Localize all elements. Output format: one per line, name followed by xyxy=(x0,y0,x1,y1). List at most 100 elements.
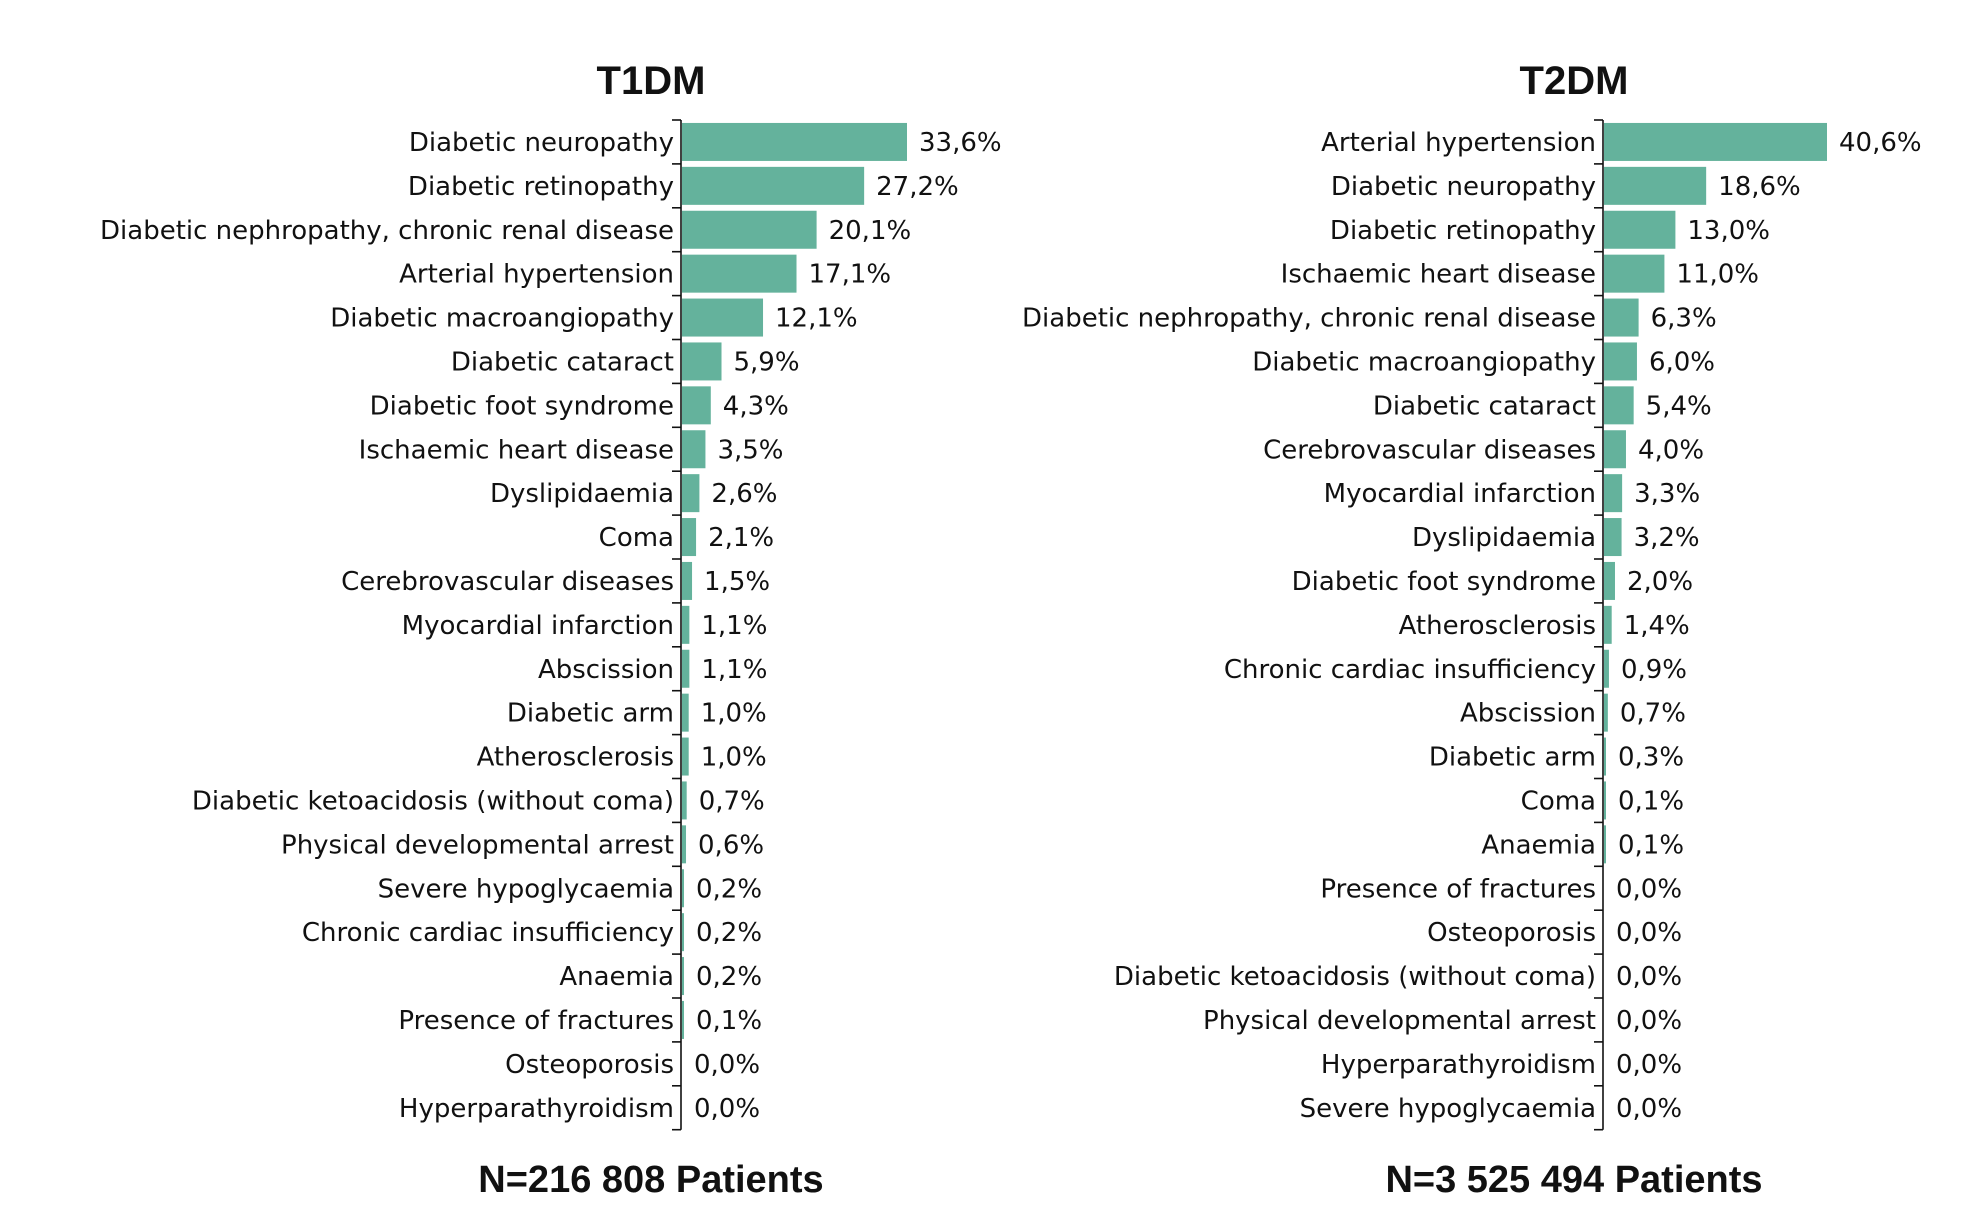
t2dm-bar xyxy=(1604,518,1622,557)
t2dm-value-label: 13,0% xyxy=(1687,216,1770,246)
t1dm-value-label: 27,2% xyxy=(876,172,959,202)
t1dm-bar xyxy=(682,386,711,425)
t1dm-category-label: Severe hypoglycaemia xyxy=(378,874,674,904)
t2dm-value-label: 0,0% xyxy=(1616,1094,1682,1124)
t2dm-category-label: Diabetic cataract xyxy=(1373,391,1596,421)
t1dm-category-label: Anaemia xyxy=(559,962,674,992)
t1dm-bar xyxy=(682,781,687,820)
t1dm-value-label: 1,5% xyxy=(704,567,770,597)
t1dm-category-label: Chronic cardiac insufficiency xyxy=(302,918,674,948)
t2dm-category-label: Atherosclerosis xyxy=(1399,611,1596,641)
t2dm-value-label: 0,0% xyxy=(1616,1006,1682,1036)
t1dm-value-label: 4,3% xyxy=(723,391,789,421)
t1dm-title: T1DM xyxy=(597,59,706,103)
t1dm-value-label: 0,6% xyxy=(698,830,764,860)
t1dm-category-label: Diabetic ketoacidosis (without coma) xyxy=(192,786,674,816)
t1dm-category-label: Diabetic macroangiopathy xyxy=(330,304,674,334)
t1dm-value-label: 0,0% xyxy=(694,1094,760,1124)
t2dm-value-label: 0,7% xyxy=(1620,699,1686,729)
t2dm-value-label: 4,0% xyxy=(1638,435,1704,465)
t2dm-category-label: Ischaemic heart disease xyxy=(1281,260,1596,290)
t2dm-value-label: 3,3% xyxy=(1634,479,1700,509)
t1dm-value-label: 20,1% xyxy=(829,216,912,246)
t2dm-value-label: 40,6% xyxy=(1839,128,1922,158)
t2dm-bar xyxy=(1604,386,1634,425)
t1dm-value-label: 0,7% xyxy=(699,786,765,816)
t1dm-value-label: 12,1% xyxy=(775,304,858,334)
t2dm-value-label: 3,2% xyxy=(1634,523,1700,553)
t2dm-bar xyxy=(1604,693,1608,732)
t2dm-title: T2DM xyxy=(1520,59,1629,103)
t1dm-bar xyxy=(682,474,700,513)
t2dm-category-label: Diabetic neuropathy xyxy=(1331,172,1596,202)
t1dm-bar xyxy=(682,342,722,381)
t2dm-value-label: 0,1% xyxy=(1618,786,1684,816)
t1dm-bar xyxy=(682,166,865,205)
t2dm-category-label: Dyslipidaemia xyxy=(1412,523,1596,553)
t2dm-bar xyxy=(1604,474,1623,513)
t1dm-category-label: Hyperparathyroidism xyxy=(399,1094,674,1124)
t2dm-category-label: Abscission xyxy=(1460,699,1596,729)
t1dm-bar xyxy=(682,737,689,776)
t1dm-value-label: 0,2% xyxy=(696,918,762,948)
t2dm-category-label: Physical developmental arrest xyxy=(1203,1006,1596,1036)
t2dm-category-label: Diabetic ketoacidosis (without coma) xyxy=(1114,962,1596,992)
t1dm-bar xyxy=(682,1000,684,1039)
t2dm-bar xyxy=(1604,298,1639,337)
t2dm-value-label: 0,3% xyxy=(1618,743,1684,773)
t2dm-category-label: Hyperparathyroidism xyxy=(1321,1050,1596,1080)
t1dm-bar xyxy=(682,122,907,161)
t2dm-bar xyxy=(1604,737,1606,776)
t2dm-bar xyxy=(1604,122,1827,161)
t2dm-bar xyxy=(1604,342,1637,381)
t2dm-category-label: Presence of fractures xyxy=(1320,874,1596,904)
t2dm-category-label: Diabetic macroangiopathy xyxy=(1252,347,1596,377)
t1dm-value-label: 2,1% xyxy=(708,523,774,553)
t2dm-value-label: 2,0% xyxy=(1627,567,1693,597)
t2dm-bar xyxy=(1604,166,1707,205)
t2dm-value-label: 0,9% xyxy=(1621,655,1687,685)
t1dm-category-label: Osteoporosis xyxy=(505,1050,674,1080)
t2dm-category-label: Severe hypoglycaemia xyxy=(1300,1094,1596,1124)
t1dm-category-label: Diabetic arm xyxy=(507,699,674,729)
t1dm-patient-count: N=216 808 Patients xyxy=(478,1159,823,1201)
t2dm-value-label: 0,0% xyxy=(1616,874,1682,904)
t2dm-category-label: Cerebrovascular diseases xyxy=(1263,435,1596,465)
t2dm-category-label: Chronic cardiac insufficiency xyxy=(1224,655,1596,685)
t1dm-value-label: 0,0% xyxy=(694,1050,760,1080)
t1dm-category-label: Ischaemic heart disease xyxy=(359,435,674,465)
t2dm-bar xyxy=(1604,430,1626,469)
t1dm-category-label: Cerebrovascular diseases xyxy=(341,567,674,597)
t1dm-bar xyxy=(682,561,693,600)
t1dm-category-label: Abscission xyxy=(538,655,674,685)
t2dm-panel: T2DM N=3 525 494 Patients Arterial hyper… xyxy=(1022,59,1922,1201)
t1dm-bar xyxy=(682,298,764,337)
t2dm-category-label: Myocardial infarction xyxy=(1324,479,1596,509)
t1dm-value-label: 1,0% xyxy=(701,743,767,773)
t1dm-value-label: 0,2% xyxy=(696,874,762,904)
t1dm-category-label: Diabetic retinopathy xyxy=(408,172,674,202)
t2dm-category-label: Diabetic retinopathy xyxy=(1330,216,1596,246)
t1dm-category-label: Dyslipidaemia xyxy=(490,479,674,509)
t1dm-category-label: Diabetic nephropathy, chronic renal dise… xyxy=(100,216,674,246)
t1dm-category-label: Presence of fractures xyxy=(398,1006,674,1036)
t2dm-value-label: 11,0% xyxy=(1676,260,1759,290)
t1dm-value-label: 33,6% xyxy=(919,128,1002,158)
t1dm-value-label: 1,1% xyxy=(701,655,767,685)
t2dm-category-label: Coma xyxy=(1521,786,1596,816)
t2dm-value-label: 0,0% xyxy=(1616,1050,1682,1080)
t2dm-value-label: 5,4% xyxy=(1646,391,1712,421)
t2dm-value-label: 0,0% xyxy=(1616,962,1682,992)
t2dm-bar xyxy=(1604,605,1612,644)
t2dm-category-label: Anaemia xyxy=(1481,830,1596,860)
t2dm-bar xyxy=(1604,825,1606,864)
t1dm-value-label: 3,5% xyxy=(717,435,783,465)
t1dm-category-label: Coma xyxy=(599,523,674,553)
t2dm-bar xyxy=(1604,561,1615,600)
t1dm-bar xyxy=(682,693,689,732)
t1dm-value-label: 1,1% xyxy=(701,611,767,641)
t2dm-value-label: 6,3% xyxy=(1651,304,1717,334)
t2dm-patient-count: N=3 525 494 Patients xyxy=(1385,1159,1762,1201)
t1dm-category-label: Diabetic foot syndrome xyxy=(370,391,674,421)
